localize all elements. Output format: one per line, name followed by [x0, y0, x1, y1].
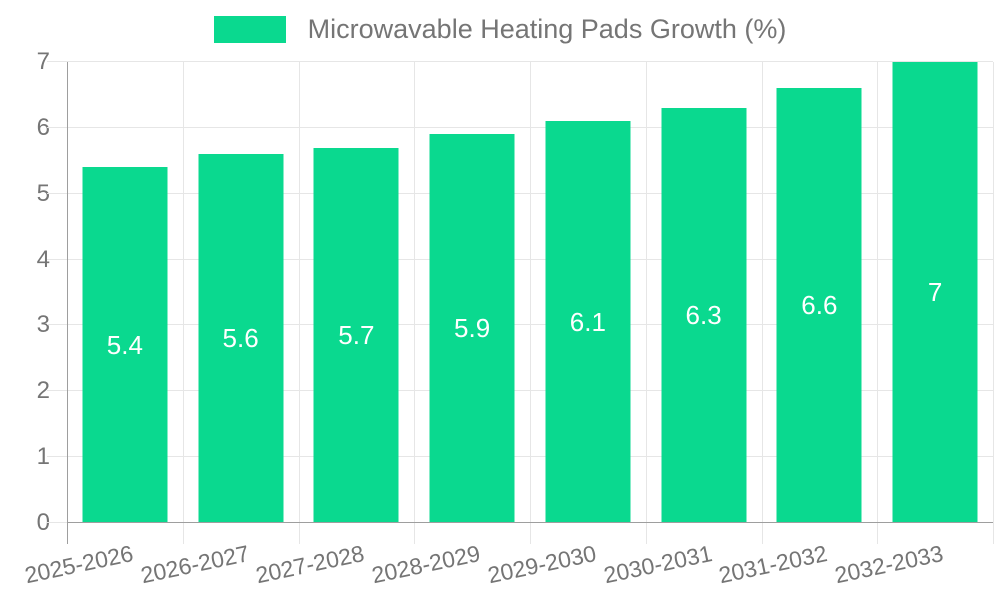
x-axis-label: 2032-2033: [832, 540, 946, 589]
y-gridline: [47, 456, 993, 458]
x-axis-label: 2025-2026: [22, 540, 136, 589]
y-gridline: [47, 126, 993, 128]
y-axis-label: 4: [36, 245, 50, 273]
y-axis-label: 0: [36, 509, 50, 536]
bar-value-label: 5.7: [338, 319, 375, 350]
bar-value-label: 5.4: [106, 329, 143, 360]
x-axis-label: 2027-2028: [253, 540, 367, 589]
x-axis-label: 2026-2027: [138, 540, 252, 589]
x-gridline: [414, 62, 416, 544]
y-gridline: [47, 258, 993, 260]
bar[interactable]: 7: [892, 62, 978, 523]
bar[interactable]: 5.7: [313, 147, 399, 523]
bar-value-label: 5.9: [454, 313, 491, 344]
bar[interactable]: 6.3: [661, 108, 747, 523]
y-gridline: [47, 324, 993, 326]
x-axis-label: 2030-2031: [601, 540, 715, 589]
x-gridline: [877, 62, 879, 544]
legend[interactable]: Microwavable Heating Pads Growth (%): [0, 14, 1000, 45]
y-axis-label: 5: [36, 179, 50, 207]
y-axis-label: 2: [36, 377, 50, 405]
x-axis-line: [67, 522, 993, 523]
bar[interactable]: 5.4: [82, 167, 168, 523]
y-axis-label: 7: [36, 48, 50, 75]
x-axis-label: 2029-2030: [485, 540, 599, 589]
legend-swatch-icon: [213, 16, 286, 44]
x-gridline: [761, 62, 763, 544]
x-axis-label: 2031-2032: [716, 540, 830, 589]
y-axis-tick-labels: 0 1 2 3 4 5 6 7: [0, 50, 50, 535]
bar-value-label: 7: [927, 277, 943, 307]
y-gridline: [47, 522, 67, 523]
plot-area: 5.4 5.6 5.7 5.9 6.1 6.3 6.6 7: [47, 61, 994, 544]
y-gridline: [47, 61, 993, 62]
legend-label: Microwavable Heating Pads Growth (%): [307, 14, 787, 44]
x-gridline: [182, 62, 184, 544]
bar-value-label: 5.6: [222, 323, 259, 354]
bar[interactable]: 6.1: [545, 121, 631, 523]
x-axis-tick-labels: 2025-2026 2026-2027 2027-2028 2028-2029 2029…: [22, 540, 993, 600]
bar[interactable]: 6.6: [776, 88, 862, 523]
y-axis-label: 6: [36, 113, 50, 141]
y-axis-label: 1: [36, 443, 50, 471]
x-gridline: [993, 62, 994, 544]
bar-value-label: 6.1: [569, 306, 606, 337]
x-gridline: [298, 62, 300, 544]
y-axis-label: 3: [36, 311, 50, 339]
x-axis-label: 2028-2029: [369, 540, 483, 589]
bar-value-label: 6.3: [685, 300, 722, 331]
y-gridline: [47, 390, 993, 392]
bar[interactable]: 5.6: [198, 154, 284, 523]
bar-value-label: 6.6: [801, 290, 838, 321]
x-gridline: [530, 62, 531, 544]
x-gridline: [645, 62, 647, 544]
y-gridline: [47, 192, 993, 194]
bar[interactable]: 5.9: [429, 134, 515, 523]
y-axis-line: [67, 62, 68, 544]
